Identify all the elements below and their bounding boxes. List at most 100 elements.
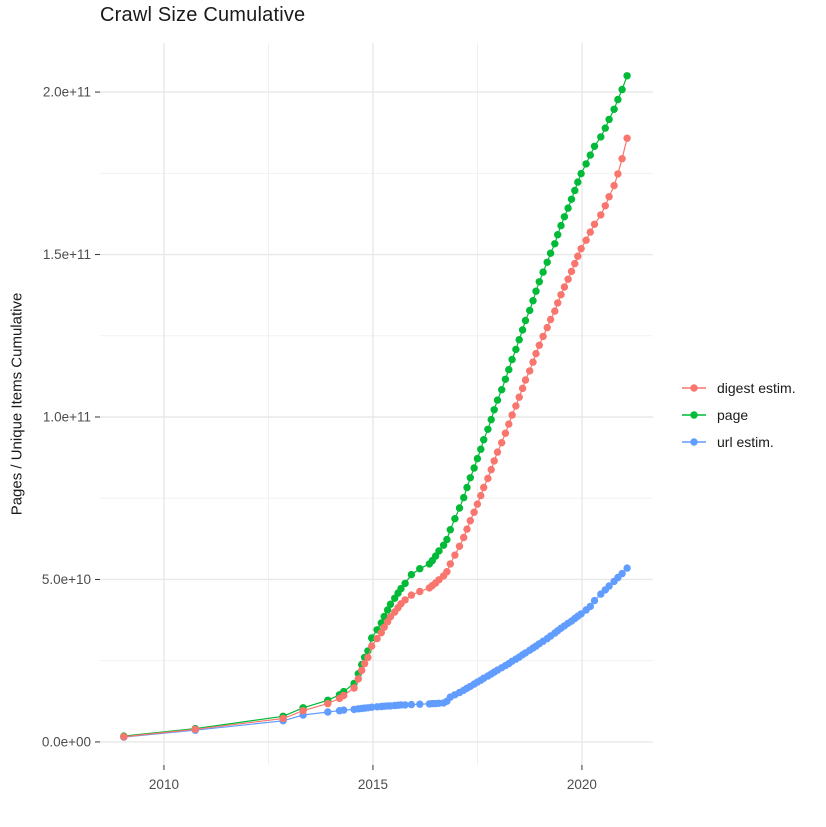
data-point-page — [518, 326, 527, 334]
data-point-digest-estim — [557, 291, 565, 299]
data-point-page — [401, 579, 409, 588]
data-point-page — [623, 72, 631, 80]
legend: digest estim. page url estim. — [681, 380, 796, 450]
data-point-digest-estim — [120, 733, 128, 741]
data-point-page — [582, 160, 590, 168]
legend-key-point — [690, 411, 698, 419]
data-point-page — [397, 584, 405, 593]
data-point-digest-estim — [567, 267, 576, 276]
data-point-page — [521, 316, 530, 325]
data-point-url-estim — [340, 706, 348, 714]
data-point-page — [455, 504, 464, 512]
data-point-digest-estim — [358, 666, 366, 675]
data-point-digest-estim — [623, 134, 631, 142]
data-point-page — [551, 240, 559, 248]
data-point-page — [539, 268, 547, 276]
data-point-page — [571, 186, 579, 195]
data-point-page — [586, 151, 594, 159]
data-point-url-estim — [605, 582, 613, 590]
data-point-digest-estim — [451, 551, 459, 559]
data-point-digest-estim — [463, 525, 471, 533]
data-point-page — [512, 345, 520, 354]
data-point-digest-estim — [512, 402, 520, 410]
data-point-page — [526, 306, 534, 315]
data-point-digest-estim — [401, 596, 409, 604]
data-point-page — [605, 115, 613, 124]
data-point-digest-estim — [560, 283, 569, 291]
series-points-url-estim — [120, 564, 631, 741]
legend-label-url-estim: url estim. — [717, 434, 774, 450]
data-point-page — [470, 464, 478, 472]
data-point-digest-estim — [350, 684, 358, 692]
legend-item-digest-estim: digest estim. — [681, 380, 796, 396]
gridlines-major — [100, 43, 653, 765]
data-point-page — [614, 95, 622, 104]
data-point-url-estim — [324, 708, 332, 716]
data-point-digest-estim — [473, 500, 482, 508]
axis-tick-marks — [95, 91, 583, 770]
x-tick-label: 2020 — [567, 777, 597, 792]
data-point-page — [610, 105, 618, 114]
data-point-url-estim — [368, 703, 376, 711]
data-point-page — [484, 425, 492, 433]
data-point-url-estim — [416, 700, 424, 708]
x-tick-label: 2015 — [358, 777, 388, 792]
data-point-digest-estim — [299, 707, 307, 715]
legend-key-url-estim — [682, 438, 706, 446]
data-point-digest-estim — [340, 691, 348, 700]
data-point-digest-estim — [590, 220, 599, 228]
data-point-url-estim — [618, 569, 626, 578]
data-point-page — [446, 526, 454, 534]
data-point-page — [480, 436, 488, 444]
legend-key-point — [690, 384, 698, 392]
legend-key-point — [690, 438, 698, 446]
data-point-digest-estim — [532, 349, 540, 358]
y-tick-label: 5.0e+10 — [42, 572, 91, 587]
y-tick-label: 0.0e+00 — [42, 734, 91, 749]
data-point-page — [601, 124, 609, 132]
data-point-digest-estim — [501, 429, 510, 437]
data-point-digest-estim — [487, 465, 495, 474]
data-point-digest-estim — [364, 653, 372, 662]
data-point-page — [407, 570, 416, 579]
data-point-digest-estim — [539, 332, 547, 341]
data-point-url-estim — [401, 701, 409, 709]
data-point-page — [368, 634, 376, 642]
series-layer — [120, 72, 631, 741]
data-point-digest-estim — [554, 299, 562, 307]
data-point-digest-estim — [279, 714, 287, 723]
data-point-digest-estim — [618, 155, 626, 163]
data-point-page — [557, 221, 565, 230]
data-point-page — [386, 600, 395, 608]
data-point-page — [460, 493, 468, 502]
data-point-url-estim — [623, 564, 631, 572]
data-point-digest-estim — [368, 642, 376, 650]
y-tick-label: 1.0e+11 — [43, 409, 91, 424]
data-point-digest-estim — [484, 474, 492, 483]
data-point-digest-estim — [455, 542, 464, 550]
data-point-page — [466, 474, 474, 482]
data-point-digest-estim — [354, 675, 362, 683]
data-point-digest-estim — [460, 533, 468, 542]
data-point-digest-estim — [443, 568, 451, 576]
legend-item-url-estim: url estim. — [681, 434, 796, 450]
data-point-page — [554, 231, 562, 239]
data-point-digest-estim — [191, 725, 199, 733]
data-point-page — [564, 204, 572, 212]
legend-key-page — [682, 411, 706, 419]
data-point-page — [435, 547, 443, 555]
data-point-page — [383, 606, 392, 614]
data-point-page — [498, 386, 506, 394]
data-point-page — [508, 355, 516, 364]
data-point-page — [505, 365, 513, 374]
data-point-digest-estim — [551, 307, 559, 315]
data-point-digest-estim — [574, 252, 582, 260]
data-point-page — [577, 169, 585, 178]
data-point-digest-estim — [360, 659, 369, 668]
chart-title: Crawl Size Cumulative — [100, 4, 306, 26]
data-point-digest-estim — [571, 259, 579, 268]
data-point-page — [443, 535, 451, 544]
data-point-page — [463, 483, 471, 492]
data-point-digest-estim — [577, 245, 585, 253]
